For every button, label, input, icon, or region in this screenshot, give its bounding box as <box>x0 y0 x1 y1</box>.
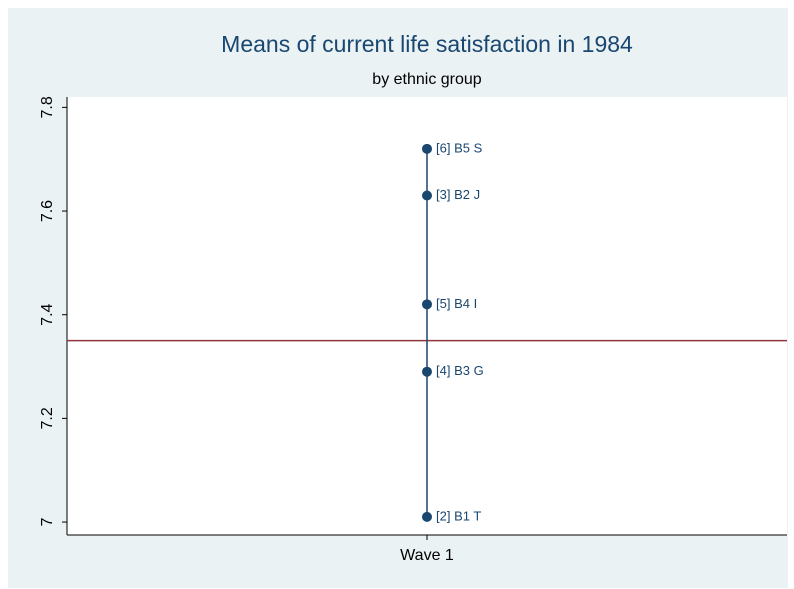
point-label: [5] B4 I <box>436 296 477 311</box>
point-label: [6] B5 S <box>436 140 483 155</box>
x-tick-label: Wave 1 <box>400 547 454 564</box>
y-tick-label: 7.6 <box>39 200 56 222</box>
chart-subtitle: by ethnic group <box>372 71 482 88</box>
point <box>422 143 432 154</box>
point <box>422 299 432 310</box>
point <box>422 190 432 201</box>
point-label: [3] B2 J <box>436 187 480 202</box>
point-label: [2] B1 T <box>436 508 481 523</box>
point <box>422 511 432 522</box>
point-label: [4] B3 G <box>436 363 484 378</box>
point <box>422 366 432 377</box>
y-tick-label: 7 <box>39 517 56 526</box>
y-tick-label: 7.8 <box>39 96 56 118</box>
y-tick-label: 7.4 <box>39 303 56 325</box>
y-tick-label: 7.2 <box>39 407 56 429</box>
chart-title: Means of current life satisfaction in 19… <box>221 31 633 57</box>
